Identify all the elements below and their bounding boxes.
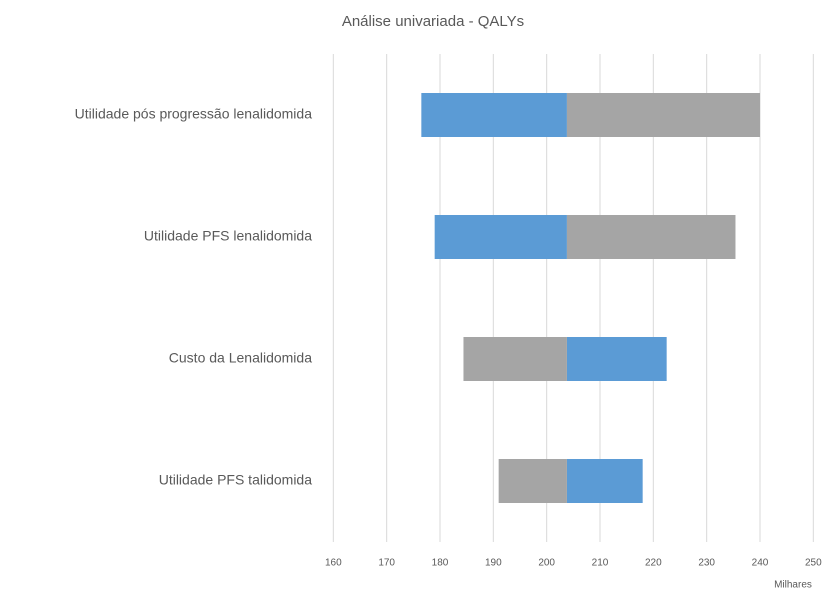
x-tick-label: 160 xyxy=(325,558,342,569)
x-tick-label: 180 xyxy=(432,558,449,569)
bar xyxy=(566,93,760,137)
x-tick-label: 250 xyxy=(805,558,822,569)
bar xyxy=(434,215,567,259)
bar xyxy=(498,459,567,503)
x-tick-label: 220 xyxy=(645,558,662,569)
x-tick-label: 210 xyxy=(592,558,609,569)
x-tick-label: 190 xyxy=(485,558,502,569)
bar xyxy=(421,93,567,137)
chart-title: Análise univariada - QALYs xyxy=(342,13,524,30)
bar xyxy=(463,337,567,381)
category-label: Utilidade PFS talidomida xyxy=(159,472,313,488)
x-tick-label: 230 xyxy=(698,558,715,569)
category-label: Custo da Lenalidomida xyxy=(169,350,312,366)
x-tick-label: 240 xyxy=(752,558,769,569)
category-label: Utilidade pós progressão lenalidomida xyxy=(75,106,313,122)
x-axis-label: Milhares xyxy=(774,580,812,591)
bar xyxy=(566,337,667,381)
x-tick-label: 200 xyxy=(538,558,555,569)
category-label: Utilidade PFS lenalidomida xyxy=(144,228,312,244)
bar xyxy=(566,459,643,503)
bar xyxy=(566,215,736,259)
x-tick-label: 170 xyxy=(378,558,395,569)
